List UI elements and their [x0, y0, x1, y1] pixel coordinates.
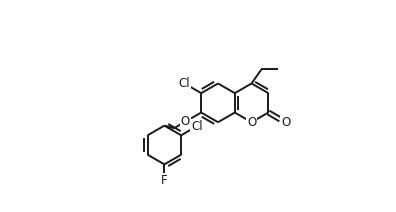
Text: Cl: Cl: [179, 77, 190, 90]
Text: O: O: [181, 115, 190, 128]
Text: Cl: Cl: [191, 120, 203, 132]
Text: F: F: [161, 174, 168, 187]
Text: O: O: [281, 116, 290, 129]
Text: O: O: [247, 116, 256, 129]
